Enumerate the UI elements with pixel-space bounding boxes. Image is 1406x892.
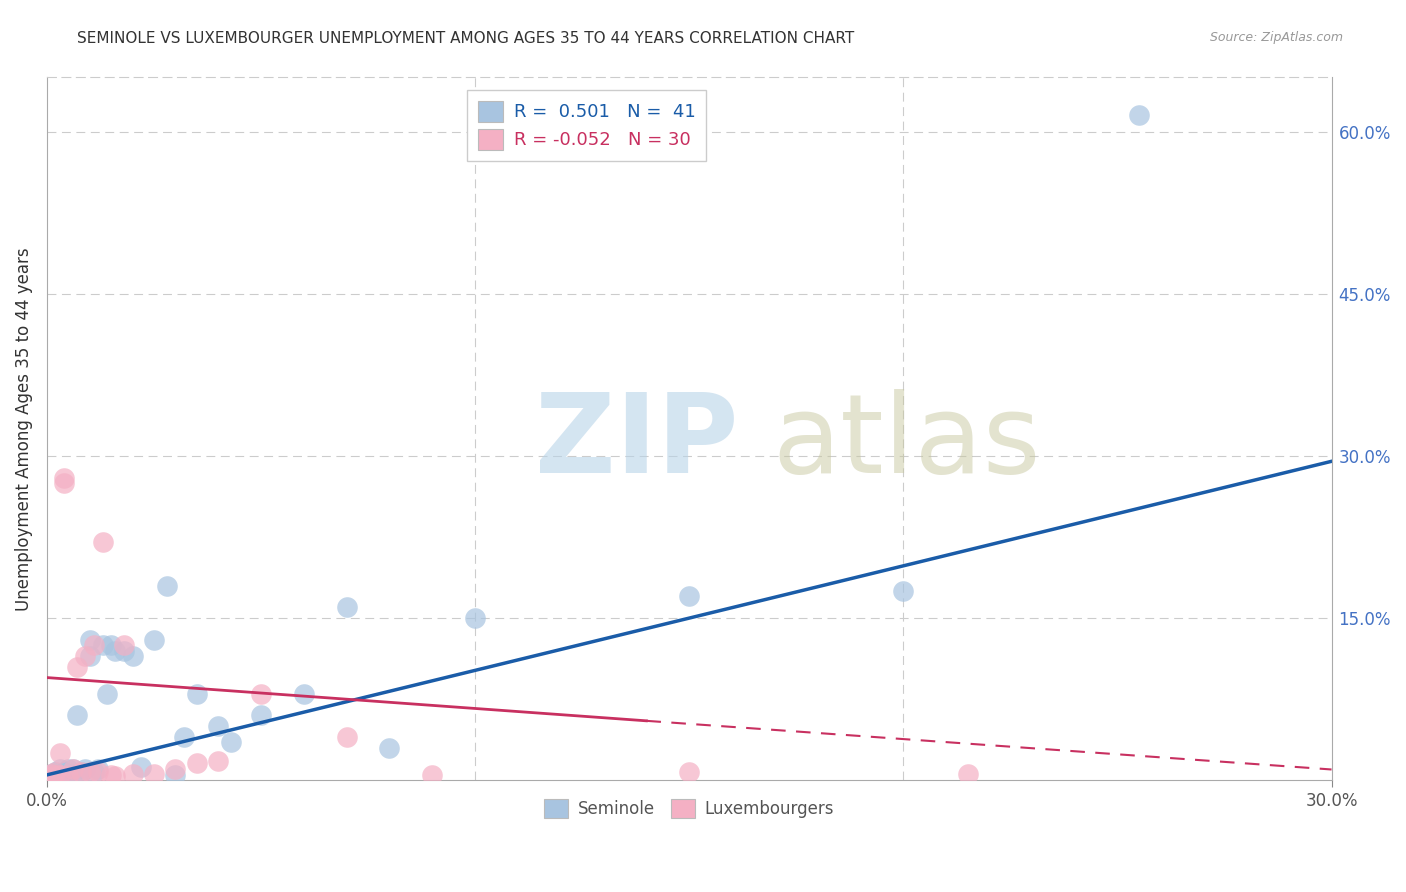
Point (44, 764, 66, 779)
Point (464, 611, 486, 625)
Point (39, 767, 62, 781)
Point (58, 769, 80, 783)
Point (420, 768, 443, 782)
Point (104, 643, 127, 657)
Point (186, 687, 208, 701)
Point (173, 730, 195, 744)
Point (292, 687, 315, 701)
Point (66, 708, 89, 723)
Point (678, 590, 700, 604)
Point (121, 648, 143, 663)
Point (129, 760, 152, 774)
Point (66, 659, 89, 673)
Point (48, 763, 70, 777)
Point (39, 767, 62, 781)
Point (48, 768, 70, 782)
Point (96, 687, 118, 701)
Point (250, 708, 273, 723)
Point (53, 475, 76, 490)
Point (91, 638, 114, 652)
Text: ZIP: ZIP (536, 390, 738, 497)
Y-axis label: Unemployment Among Ages 35 to 44 years: Unemployment Among Ages 35 to 44 years (15, 247, 32, 611)
Point (100, 638, 122, 652)
Point (70, 764, 93, 779)
Point (39, 770, 62, 784)
Point (62, 767, 84, 781)
Point (165, 768, 187, 782)
Point (678, 764, 700, 779)
Point (58, 763, 80, 777)
Point (44, 764, 66, 779)
Point (104, 769, 127, 783)
Point (83, 638, 105, 652)
Point (53, 764, 76, 779)
Text: atlas: atlas (773, 390, 1042, 497)
Point (75, 648, 97, 663)
Point (79, 632, 101, 647)
Point (207, 719, 229, 733)
Text: Source: ZipAtlas.com: Source: ZipAtlas.com (1209, 31, 1343, 45)
Point (62, 763, 84, 777)
Point (250, 687, 273, 701)
Point (44, 768, 66, 782)
Point (58, 768, 80, 782)
Point (142, 767, 165, 781)
Point (53, 769, 76, 783)
Point (75, 763, 97, 777)
Text: SEMINOLE VS LUXEMBOURGER UNEMPLOYMENT AMONG AGES 35 TO 44 YEARS CORRELATION CHAR: SEMINOLE VS LUXEMBOURGER UNEMPLOYMENT AM… (77, 31, 855, 46)
Point (83, 764, 105, 779)
Point (70, 764, 93, 779)
Point (87, 764, 110, 779)
Point (219, 735, 242, 749)
Point (156, 579, 179, 593)
Legend: Seminole, Luxembourgers: Seminole, Luxembourgers (537, 792, 841, 825)
Point (100, 768, 122, 782)
Point (336, 730, 359, 744)
Point (112, 638, 135, 652)
Point (48, 746, 70, 760)
Point (87, 763, 110, 777)
Point (378, 740, 401, 755)
Point (165, 763, 187, 777)
Point (91, 535, 114, 549)
Point (186, 756, 208, 770)
Point (207, 754, 229, 768)
Point (956, 767, 979, 781)
Point (79, 764, 101, 779)
Point (53, 470, 76, 484)
Point (891, 584, 914, 599)
Point (336, 600, 359, 615)
Point (112, 643, 135, 657)
Point (62, 763, 84, 777)
Point (44, 769, 66, 783)
Point (1128, 108, 1150, 122)
Point (48, 768, 70, 782)
Point (142, 632, 165, 647)
Point (79, 648, 101, 663)
Point (121, 767, 143, 781)
Point (39, 770, 62, 784)
